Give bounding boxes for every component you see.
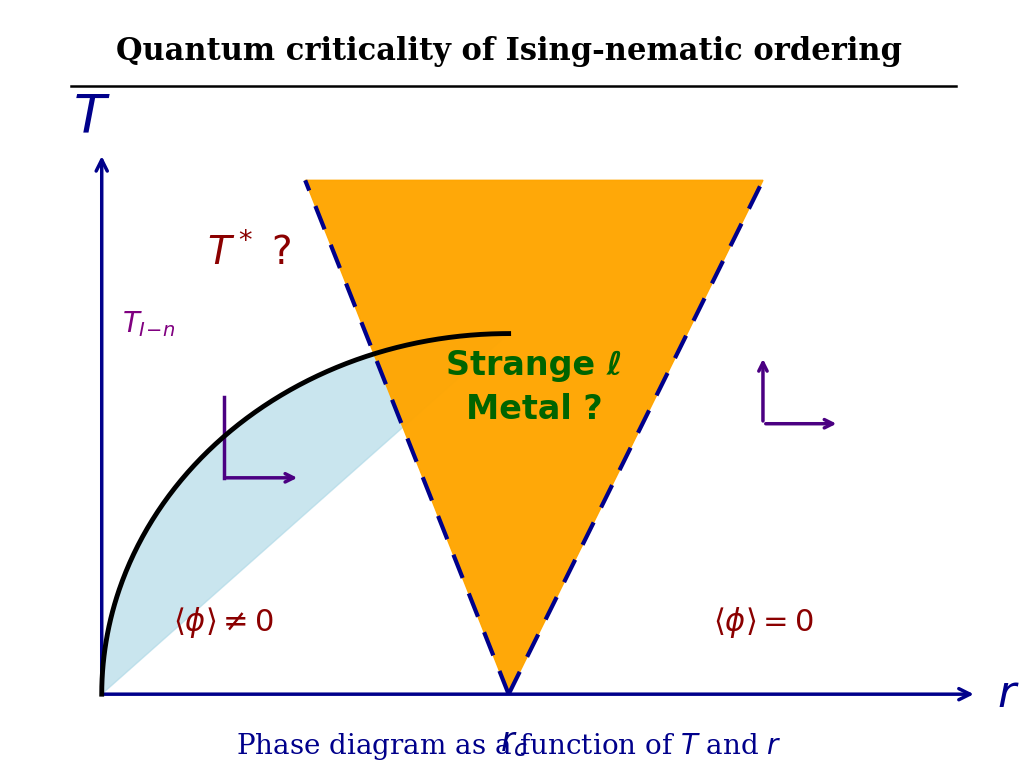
Text: $T_{I\!-\!n}$: $T_{I\!-\!n}$ (122, 310, 175, 339)
Polygon shape (305, 180, 763, 694)
Text: Phase diagram as a function of $T$ and $r$: Phase diagram as a function of $T$ and $… (236, 731, 781, 762)
Text: $T$: $T$ (73, 92, 111, 144)
Text: Strange ℓ
Metal ?: Strange ℓ Metal ? (445, 349, 623, 426)
Text: $\langle\phi\rangle = 0$: $\langle\phi\rangle = 0$ (713, 604, 813, 640)
Text: $T^*\ ?$: $T^*\ ?$ (207, 233, 292, 272)
Text: $r_c$: $r_c$ (500, 726, 527, 759)
Text: $r$: $r$ (997, 673, 1020, 716)
Polygon shape (101, 333, 509, 694)
Text: Quantum criticality of Ising-nematic ordering: Quantum criticality of Ising-nematic ord… (116, 36, 902, 67)
Text: $\langle\phi\rangle \neq 0$: $\langle\phi\rangle \neq 0$ (173, 604, 274, 640)
